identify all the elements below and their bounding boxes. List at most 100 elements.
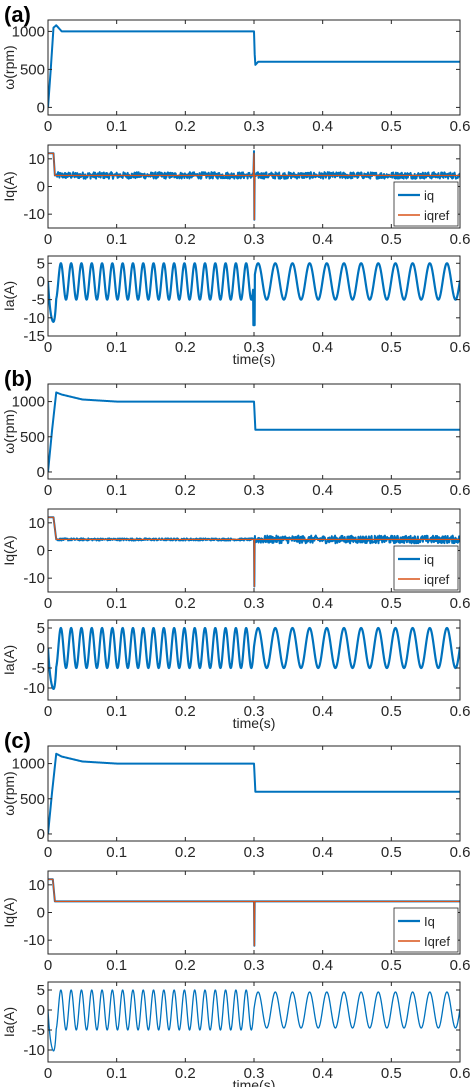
x-tick-label: 0.4 <box>312 957 333 974</box>
y-axis-label: Iq(A) <box>1 535 17 565</box>
series-group <box>48 626 460 690</box>
x-tick-label: 0.1 <box>106 1065 127 1082</box>
y-tick-label: -5 <box>32 660 45 677</box>
y-tick-label: -5 <box>32 1022 45 1039</box>
y-axis-label: ω(rpm) <box>1 771 17 815</box>
x-tick-label: 0.1 <box>106 844 127 861</box>
y-tick-label: 1000 <box>12 394 45 411</box>
series-group <box>48 516 460 588</box>
x-tick-label: 0.2 <box>175 118 196 135</box>
legend-box <box>393 907 459 953</box>
legend-label: iq <box>424 552 434 567</box>
x-tick-label: 0.1 <box>106 118 127 135</box>
legend-box <box>393 545 459 591</box>
x-tick-label: 0.6 <box>450 482 471 499</box>
x-tick-label: 0.4 <box>312 482 333 499</box>
series-line-s0 <box>48 752 460 835</box>
y-tick-label: 0 <box>37 543 45 560</box>
x-tick-label: 0 <box>44 482 52 499</box>
x-tick-label: 0.3 <box>244 1065 265 1082</box>
y-axis-label: Iq(A) <box>1 171 17 201</box>
legend-label: Iqref <box>424 934 450 949</box>
y-axis-label: Ia(A) <box>1 281 17 311</box>
y-tick-label: 0 <box>37 464 45 481</box>
x-tick-label: 0 <box>44 339 52 356</box>
series-line-s0 <box>48 24 460 108</box>
x-tick-label: 0.5 <box>381 844 402 861</box>
x-tick-label: 0.3 <box>244 957 265 974</box>
x-tick-label: 0 <box>44 844 52 861</box>
y-tick-label: -15 <box>23 328 45 345</box>
x-tick-label: 0.4 <box>312 339 333 356</box>
x-tick-label: 0.2 <box>175 595 196 612</box>
x-axis-label: time(s) <box>233 351 276 367</box>
x-tick-label: 0.5 <box>381 1065 402 1082</box>
x-tick-label: 0.1 <box>106 231 127 248</box>
axes-frame <box>47 981 461 1063</box>
y-tick-label: -5 <box>32 292 45 309</box>
axes-frame <box>47 383 461 480</box>
x-tick-label: 0.3 <box>244 118 265 135</box>
x-tick-label: 0.1 <box>106 957 127 974</box>
y-tick-label: 0 <box>37 1002 45 1019</box>
y-tick-label: -10 <box>23 1042 45 1059</box>
y-axis-label: Iq(A) <box>1 897 17 927</box>
axes-1-2: 0 0.1 0.2 0.3 0.4 0.5 0.6 -10 -5 0 5 Ia(A) time(s) <box>1 619 470 731</box>
x-tick-label: 0 <box>44 1065 52 1082</box>
y-tick-label: 0 <box>37 99 45 116</box>
y-tick-label: 5 <box>37 620 45 637</box>
axes-frame <box>47 745 461 842</box>
y-axis-label: Ia(A) <box>1 645 17 675</box>
legend-label: iqref <box>424 208 450 223</box>
legend: iq iqref <box>393 181 459 227</box>
x-tick-label: 0.2 <box>175 231 196 248</box>
x-tick-label: 0.5 <box>381 482 402 499</box>
series-group <box>48 989 460 1052</box>
y-tick-label: -10 <box>23 310 45 327</box>
series-group <box>48 24 460 108</box>
y-axis-label: ω(rpm) <box>1 409 17 453</box>
series-line-Iqref <box>48 878 460 947</box>
x-tick-label: 0.4 <box>312 595 333 612</box>
series-group <box>48 262 460 327</box>
y-tick-label: 1000 <box>12 23 45 40</box>
series-line-s0 <box>48 626 460 690</box>
axes-2-2: 0 0.1 0.2 0.3 0.4 0.5 0.6 -10 -5 0 5 Ia(A) time(s) <box>1 981 470 1087</box>
x-tick-label: 0.5 <box>381 703 402 720</box>
x-tick-label: 0.2 <box>175 1065 196 1082</box>
x-axis-label: time(s) <box>233 715 276 731</box>
y-tick-label: 1000 <box>12 756 45 773</box>
legend-box <box>393 181 459 227</box>
series-group <box>48 752 460 835</box>
y-tick-label: -10 <box>23 570 45 587</box>
x-tick-label: 0.6 <box>450 339 471 356</box>
series-group <box>48 391 460 473</box>
y-tick-label: 0 <box>37 179 45 196</box>
y-tick-label: 10 <box>28 877 45 894</box>
y-tick-label: 500 <box>20 61 45 78</box>
axes-0-1: 0 0.1 0.2 0.3 0.4 0.5 0.6 -10 0 10 Iq(A) iq iqref <box>1 144 471 248</box>
x-tick-label: 0.2 <box>175 844 196 861</box>
y-tick-label: 500 <box>20 429 45 446</box>
x-tick-label: 0.3 <box>244 231 265 248</box>
x-tick-label: 0 <box>44 118 52 135</box>
x-tick-label: 0.6 <box>450 231 471 248</box>
series-line-iqref <box>48 516 460 588</box>
y-axis-label: ω(rpm) <box>1 45 17 89</box>
x-tick-label: 0.2 <box>175 339 196 356</box>
x-tick-label: 0.4 <box>312 231 333 248</box>
panel-label: (c) <box>4 728 31 753</box>
y-axis-label: Ia(A) <box>1 1007 17 1037</box>
y-tick-label: 5 <box>37 255 45 272</box>
x-tick-label: 0.3 <box>244 482 265 499</box>
x-tick-label: 0 <box>44 231 52 248</box>
series-line-s0 <box>48 989 460 1052</box>
y-tick-label: -10 <box>23 932 45 949</box>
y-tick-label: 0 <box>37 273 45 290</box>
x-tick-label: 0.1 <box>106 482 127 499</box>
x-tick-label: 0 <box>44 595 52 612</box>
